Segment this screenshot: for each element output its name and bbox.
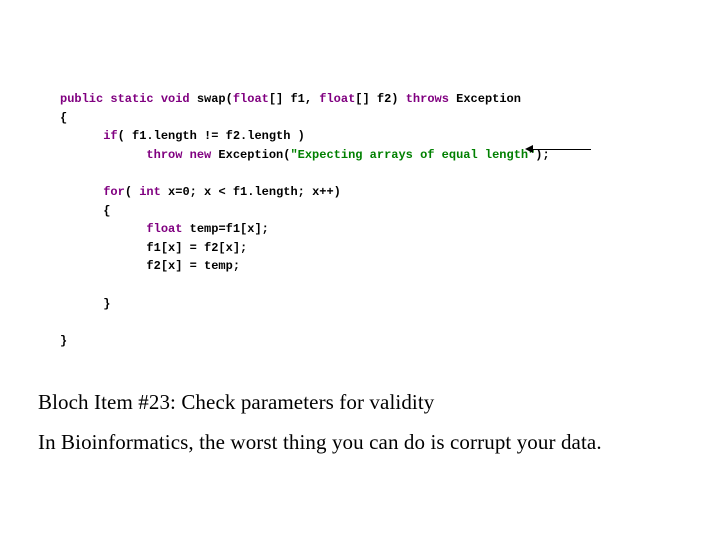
code-token: [] f1,: [269, 92, 319, 106]
code-line: f2[x] = temp;: [60, 257, 550, 276]
code-line: [60, 164, 550, 183]
code-token: (: [125, 185, 139, 199]
caption-line-1: Bloch Item #23: Check parameters for val…: [38, 390, 434, 415]
code-line: public static void swap(float[] f1, floa…: [60, 90, 550, 109]
code-line: f1[x] = f2[x];: [60, 239, 550, 258]
code-token: ( f1.length != f2.length ): [118, 129, 305, 143]
code-token: swap(: [190, 92, 233, 106]
code-token: f1[x] = f2[x];: [60, 241, 247, 255]
code-token: [] f2): [355, 92, 405, 106]
code-token: }: [60, 334, 67, 348]
code-line: }: [60, 295, 550, 314]
code-line: if( f1.length != f2.length ): [60, 127, 550, 146]
code-token: f2[x] = temp;: [60, 259, 240, 273]
code-line: [60, 313, 550, 332]
code-token: public static void: [60, 92, 190, 106]
code-token: [60, 222, 146, 236]
code-token: [60, 185, 103, 199]
code-line: {: [60, 109, 550, 128]
arrow-shaft: [531, 149, 591, 150]
caption-line-2: In Bioinformatics, the worst thing you c…: [38, 430, 602, 455]
code-token: float: [233, 92, 269, 106]
code-line: float temp=f1[x];: [60, 220, 550, 239]
code-line: for( int x=0; x < f1.length; x++): [60, 183, 550, 202]
code-token: }: [60, 297, 110, 311]
code-token: "Expecting arrays of equal length": [290, 148, 535, 162]
code-token: int: [139, 185, 161, 199]
slide: public static void swap(float[] f1, floa…: [0, 0, 720, 540]
code-line: {: [60, 202, 550, 221]
code-line: throw new Exception("Expecting arrays of…: [60, 146, 550, 165]
code-token: [60, 129, 103, 143]
code-token: throw new: [146, 148, 211, 162]
code-token: temp=f1[x];: [182, 222, 268, 236]
code-block: public static void swap(float[] f1, floa…: [60, 90, 550, 350]
code-token: throws: [406, 92, 449, 106]
code-token: if: [103, 129, 117, 143]
code-line: }: [60, 332, 550, 351]
code-token: float: [319, 92, 355, 106]
code-token: [60, 148, 146, 162]
arrow-annotation: [525, 145, 595, 155]
code-token: float: [146, 222, 182, 236]
code-token: x=0; x < f1.length; x++): [161, 185, 341, 199]
code-token: Exception: [449, 92, 521, 106]
code-token: for: [103, 185, 125, 199]
code-token: {: [60, 111, 67, 125]
code-line: [60, 276, 550, 295]
code-token: Exception(: [211, 148, 290, 162]
code-token: {: [60, 204, 110, 218]
